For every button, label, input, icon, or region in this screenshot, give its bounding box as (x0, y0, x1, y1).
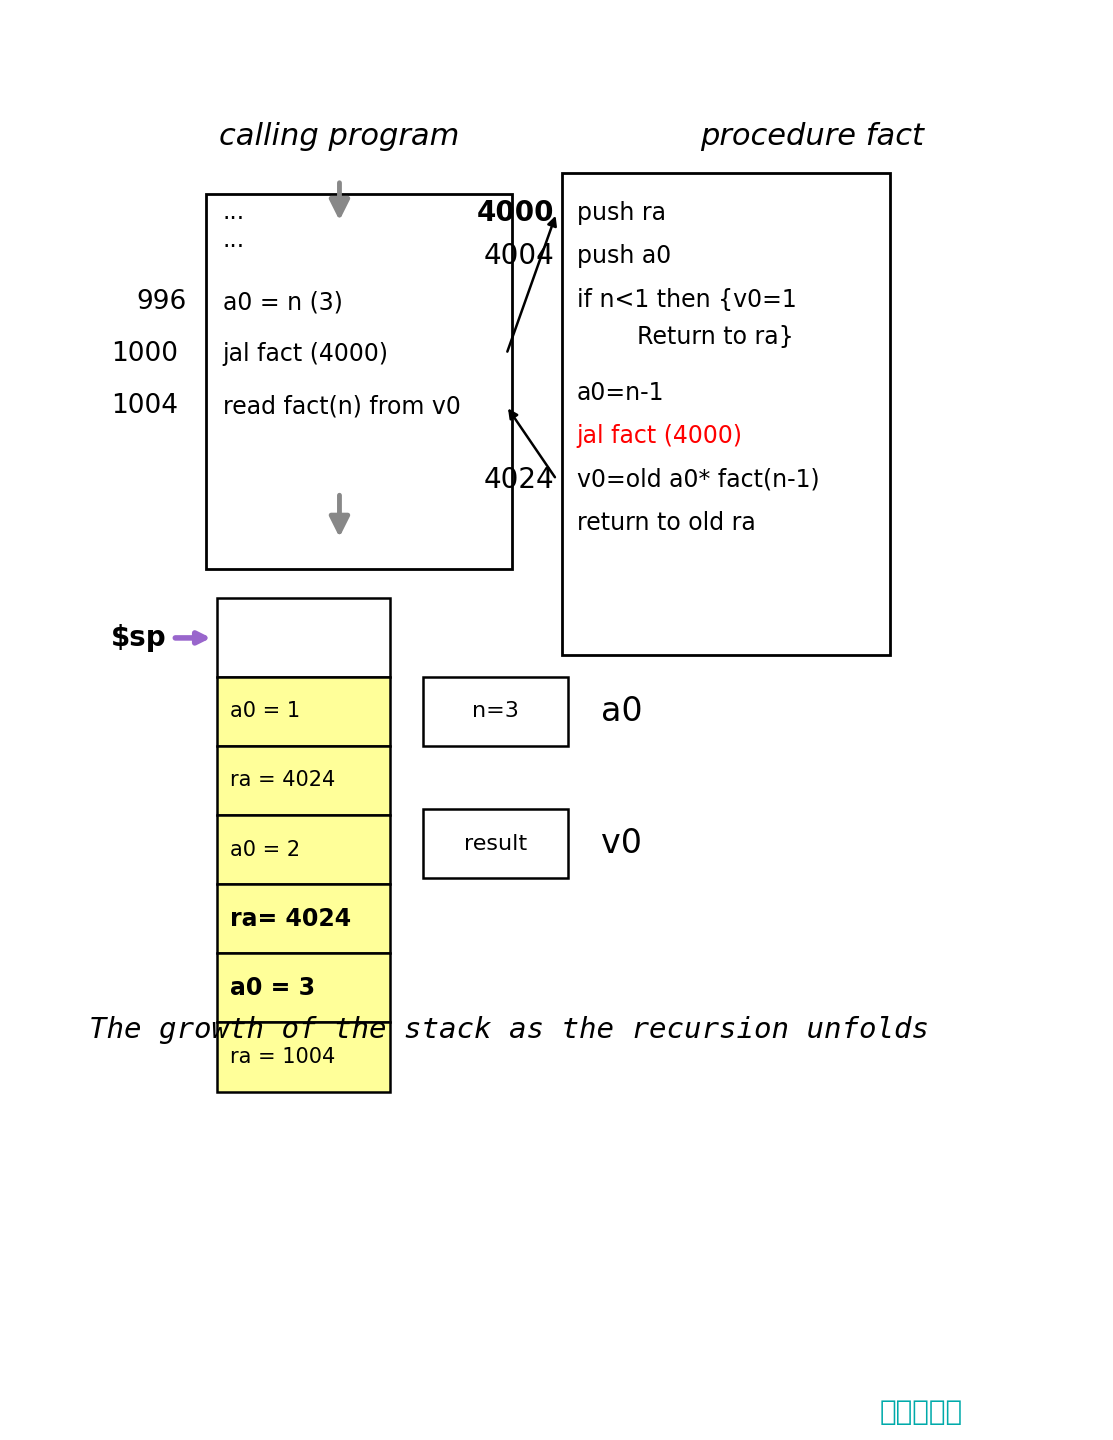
Text: ...: ... (223, 229, 245, 252)
Text: The growth of the stack as the recursion unfolds: The growth of the stack as the recursion… (89, 1017, 929, 1044)
Text: jal fact (4000): jal fact (4000) (223, 343, 388, 366)
Bar (217, 598, 390, 677)
Text: ra= 4024: ra= 4024 (230, 907, 352, 930)
Text: $sp: $sp (111, 624, 167, 652)
Text: a0 = 3: a0 = 3 (230, 976, 315, 999)
Text: a0 = 1: a0 = 1 (230, 701, 301, 721)
Text: n=3: n=3 (472, 701, 519, 721)
Bar (562, 173, 890, 655)
Bar (423, 677, 568, 746)
Bar (217, 815, 390, 884)
Text: a0: a0 (601, 696, 642, 727)
Text: ra = 1004: ra = 1004 (230, 1047, 336, 1067)
Text: read fact(n) from v0: read fact(n) from v0 (223, 395, 461, 418)
Bar (423, 809, 568, 878)
Text: if n<1 then {v0=1: if n<1 then {v0=1 (577, 288, 796, 311)
Text: a0 = 2: a0 = 2 (230, 840, 301, 860)
Text: 4024: 4024 (484, 465, 554, 494)
Text: a0=n-1: a0=n-1 (577, 382, 664, 405)
Text: 4004: 4004 (483, 242, 554, 271)
Text: jal fact (4000): jal fact (4000) (577, 425, 742, 448)
Text: 自动秒链接: 自动秒链接 (879, 1398, 963, 1426)
Text: return to old ra: return to old ra (577, 511, 756, 534)
Bar (217, 677, 390, 746)
Bar (217, 884, 390, 953)
Text: 1000: 1000 (111, 341, 178, 367)
Text: 4000: 4000 (476, 199, 554, 228)
Bar (217, 1022, 390, 1092)
Text: a0 = n (3): a0 = n (3) (223, 291, 343, 314)
Text: push ra: push ra (577, 202, 666, 225)
Text: push a0: push a0 (577, 245, 671, 268)
Text: 996: 996 (137, 289, 187, 315)
Text: v0=old a0* fact(n-1): v0=old a0* fact(n-1) (577, 468, 819, 491)
Bar (217, 746, 390, 815)
Text: ...: ... (223, 200, 245, 223)
Text: procedure fact: procedure fact (700, 122, 925, 151)
Text: ra = 4024: ra = 4024 (230, 770, 336, 791)
Text: result: result (464, 834, 526, 854)
Text: v0: v0 (601, 828, 642, 860)
Text: calling program: calling program (219, 122, 460, 151)
Text: Return to ra}: Return to ra} (577, 325, 794, 348)
Text: 1004: 1004 (111, 393, 178, 419)
Bar (206, 194, 512, 569)
Bar (217, 953, 390, 1022)
